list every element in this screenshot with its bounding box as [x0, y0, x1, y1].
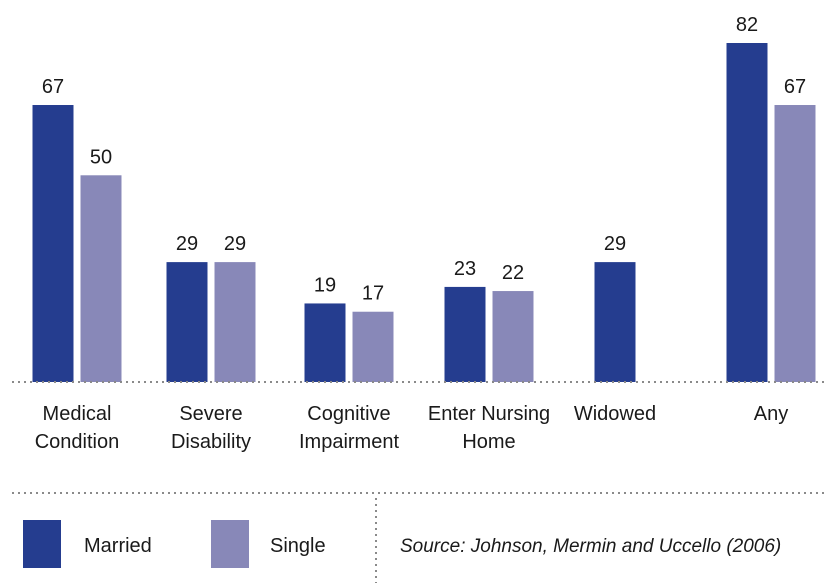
category-label-1-line-1: Disability — [171, 431, 251, 453]
category-label-0-line-0: Medical — [43, 403, 112, 425]
legend: Married Single — [23, 520, 326, 568]
category-label-4-line-0: Widowed — [574, 403, 656, 425]
legend-label-married: Married — [84, 535, 152, 557]
category-label-5-line-0: Any — [754, 403, 788, 425]
value-label-single-2: 17 — [362, 283, 384, 305]
bar-single-0 — [80, 175, 122, 382]
bar-married-3 — [444, 286, 486, 382]
bar-single-3 — [492, 291, 534, 382]
category-label-3-line-0: Enter Nursing — [428, 403, 550, 425]
bars-layer — [32, 43, 816, 382]
source-note: Source: Johnson, Mermin and Uccello (200… — [400, 536, 781, 557]
value-labels-layer: 67 50 29 29 19 17 23 22 29 82 67 — [42, 14, 806, 305]
legend-swatch-married — [23, 520, 61, 568]
bar-single-2 — [352, 311, 394, 382]
bar-married-2 — [304, 303, 346, 382]
value-label-single-0: 50 — [90, 146, 112, 168]
value-label-married-4: 29 — [604, 233, 626, 255]
value-label-married-5: 82 — [736, 14, 758, 36]
category-label-0-line-1: Condition — [35, 431, 120, 453]
value-label-single-3: 22 — [502, 262, 524, 284]
bar-single-5 — [774, 105, 816, 382]
value-label-single-5: 67 — [784, 76, 806, 98]
bar-married-4 — [594, 262, 636, 382]
bar-single-1 — [214, 262, 256, 382]
value-label-married-1: 29 — [176, 233, 198, 255]
category-label-1-line-0: Severe — [179, 403, 242, 425]
value-label-married-0: 67 — [42, 76, 64, 98]
category-labels-layer: Medical Condition Severe Disability Cognitiv… — [35, 403, 788, 453]
bar-married-1 — [166, 262, 208, 382]
value-label-married-2: 19 — [314, 274, 336, 296]
value-label-single-1: 29 — [224, 233, 246, 255]
category-label-3-line-1: Home — [462, 431, 515, 453]
bar-married-0 — [32, 105, 74, 382]
legend-swatch-single — [211, 520, 249, 568]
category-label-2-line-0: Cognitive — [307, 403, 390, 425]
bar-married-5 — [726, 43, 768, 382]
value-label-married-3: 23 — [454, 258, 476, 280]
legend-label-single: Single — [270, 535, 326, 557]
category-label-2-line-1: Impairment — [299, 431, 399, 453]
